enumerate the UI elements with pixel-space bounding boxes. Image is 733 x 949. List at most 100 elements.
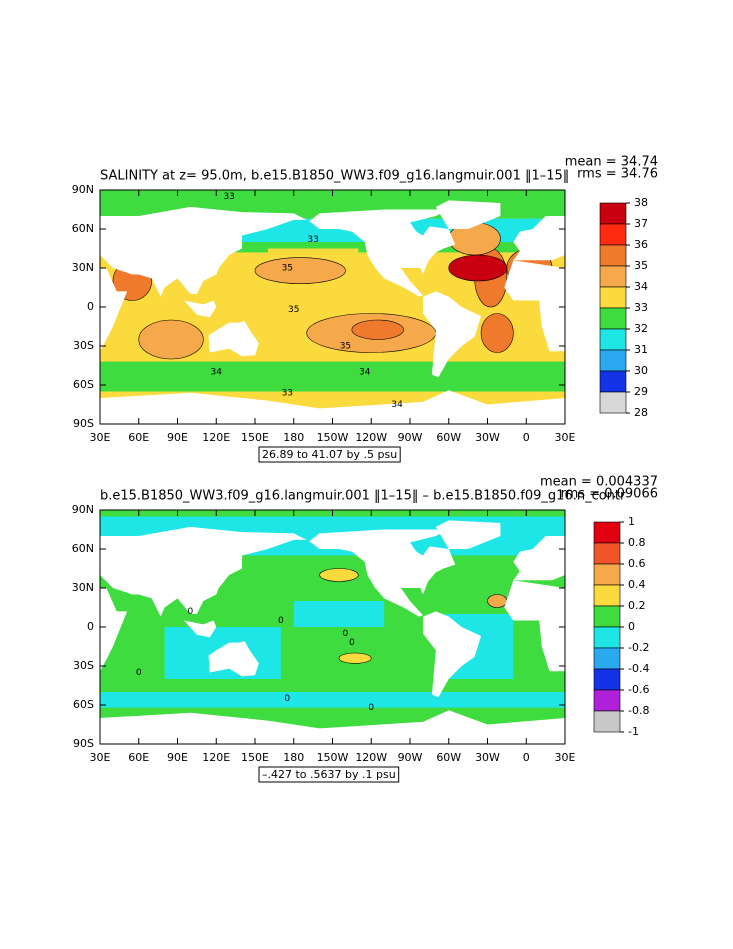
- colorbar-band: [599, 223, 627, 246]
- panel-title: b.e15.B1850_WW3.f09_g16.langmuir.001 ‖1–…: [100, 489, 626, 504]
- colorbar-label: -0.2: [628, 641, 649, 654]
- land: [100, 526, 307, 617]
- colorbar-band: [593, 689, 621, 712]
- colorbar-label: -1: [628, 725, 639, 738]
- panel-title: SALINITY at z= 95.0m, b.e15.B1850_WW3.f0…: [100, 169, 569, 184]
- colorbar-band: [599, 307, 627, 330]
- x-tick-label: 90E: [167, 431, 188, 444]
- contour-label: 0: [368, 703, 374, 713]
- colorbar-band: [593, 668, 621, 691]
- x-tick-label: 30E: [90, 431, 111, 444]
- x-tick-label: 150W: [317, 431, 349, 444]
- contour-label: 34: [391, 400, 403, 410]
- contour-label: 0: [278, 616, 284, 626]
- rms-label: rms = 0.09066: [561, 487, 658, 502]
- land: [100, 390, 565, 424]
- colorbar-band: [599, 391, 627, 414]
- x-tick-label: 90E: [167, 751, 188, 764]
- mean-label: mean = 34.74: [565, 155, 658, 170]
- land: [100, 710, 565, 744]
- x-tick-label: 30E: [90, 751, 111, 764]
- land: [504, 260, 565, 352]
- colorbar-band: [599, 328, 627, 351]
- colorbar-band: [599, 244, 627, 267]
- contour-label: 0: [284, 694, 290, 704]
- land: [422, 291, 482, 378]
- field-patch: [338, 652, 372, 664]
- colorbar-band: [593, 710, 621, 733]
- colorbar-label: 38: [634, 196, 648, 209]
- land: [100, 268, 128, 352]
- land: [183, 300, 217, 318]
- range-note: 26.89 to 41.07 by .5 psu: [262, 448, 397, 461]
- x-tick-label: 30W: [475, 431, 500, 444]
- field-patch: [319, 568, 359, 582]
- range-box: [258, 446, 401, 463]
- field-patch: [100, 692, 565, 708]
- colorbar-band: [593, 521, 621, 544]
- x-tick-label: 60W: [436, 751, 461, 764]
- field-patch: [100, 361, 565, 392]
- x-tick-label: 0: [523, 751, 530, 764]
- y-tick-label: 90N: [72, 503, 94, 516]
- contour-label: 0: [136, 668, 142, 678]
- colorbar-label: 0.2: [628, 599, 646, 612]
- field-patch: [254, 257, 346, 284]
- x-tick-label: 60E: [128, 751, 149, 764]
- land: [513, 216, 565, 261]
- land: [309, 209, 456, 297]
- field: [100, 510, 565, 744]
- contour-label: 33: [282, 388, 293, 398]
- colorbar-band: [593, 647, 621, 670]
- colorbar-label: 32: [634, 322, 648, 335]
- colorbar-label: 35: [634, 259, 648, 272]
- contour-label: 35: [282, 264, 293, 274]
- x-tick-label: 120W: [355, 751, 387, 764]
- land: [100, 588, 128, 672]
- x-tick-label: 60E: [128, 431, 149, 444]
- land: [422, 611, 482, 698]
- y-tick-label: 90N: [72, 183, 94, 196]
- colorbar-label: 33: [634, 301, 648, 314]
- colorbar-label: 0.6: [628, 557, 646, 570]
- colorbar-label: 37: [634, 217, 648, 230]
- colorbar-label: 28: [634, 406, 648, 419]
- y-tick-label: 30N: [72, 581, 94, 594]
- y-tick-label: 90S: [73, 417, 94, 430]
- colorbar-band: [593, 626, 621, 649]
- colorbar-label: 31: [634, 343, 648, 356]
- colorbar-band: [593, 542, 621, 565]
- x-tick-label: 150W: [317, 751, 349, 764]
- colorbar-label: 0.4: [628, 578, 646, 591]
- map-panel: 35 35 35 34 34 34 33 33 33 30E 60E 90E 120E 150E 180 15…: [72, 155, 658, 463]
- x-tick-label: 30E: [555, 751, 576, 764]
- colorbar-label: 34: [634, 280, 648, 293]
- colorbar-band: [593, 563, 621, 586]
- colorbar-label: 0.8: [628, 536, 646, 549]
- y-tick-label: 30S: [73, 339, 94, 352]
- x-tick-label: 60W: [436, 431, 461, 444]
- colorbar-label: -0.6: [628, 683, 649, 696]
- y-tick-label: 60S: [73, 698, 94, 711]
- field-patch: [138, 319, 204, 360]
- field-patch: [351, 319, 404, 340]
- land: [208, 321, 259, 357]
- y-tick-label: 60N: [72, 222, 94, 235]
- field-patch: [480, 313, 514, 353]
- x-tick-label: 120W: [355, 431, 387, 444]
- colorbar-label: 29: [634, 385, 648, 398]
- colorbar-label: 30: [634, 364, 648, 377]
- contour-label: 0: [343, 629, 349, 639]
- colorbar-band: [599, 286, 627, 309]
- colorbar-band: [599, 370, 627, 393]
- colorbar-label: 0: [628, 620, 635, 633]
- contour-label: 0: [188, 607, 194, 617]
- land: [100, 206, 307, 297]
- field-patch: [487, 594, 508, 608]
- mean-label: mean = 0.004337: [540, 475, 658, 490]
- colorbar-band: [599, 349, 627, 372]
- colorbar-label: -0.4: [628, 662, 649, 675]
- colorbar-band: [593, 584, 621, 607]
- rms-label: rms = 34.76: [577, 167, 658, 182]
